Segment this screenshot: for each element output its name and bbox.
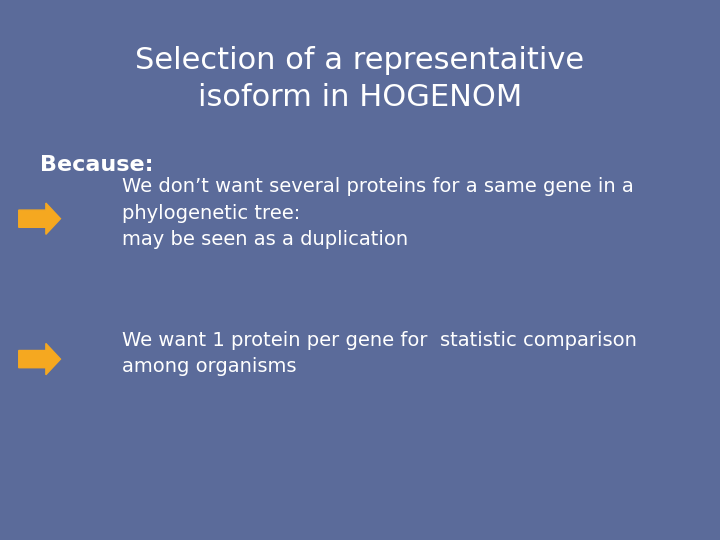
Polygon shape <box>19 203 60 234</box>
Text: We don’t want several proteins for a same gene in a
phylogenetic tree:
may be se: We don’t want several proteins for a sam… <box>122 177 634 249</box>
Polygon shape <box>19 343 60 375</box>
Text: We want 1 protein per gene for  statistic comparison
among organisms: We want 1 protein per gene for statistic… <box>122 331 637 376</box>
Text: Because:: Because: <box>40 154 153 175</box>
Text: Selection of a representaitive
isoform in HOGENOM: Selection of a representaitive isoform i… <box>135 46 585 112</box>
